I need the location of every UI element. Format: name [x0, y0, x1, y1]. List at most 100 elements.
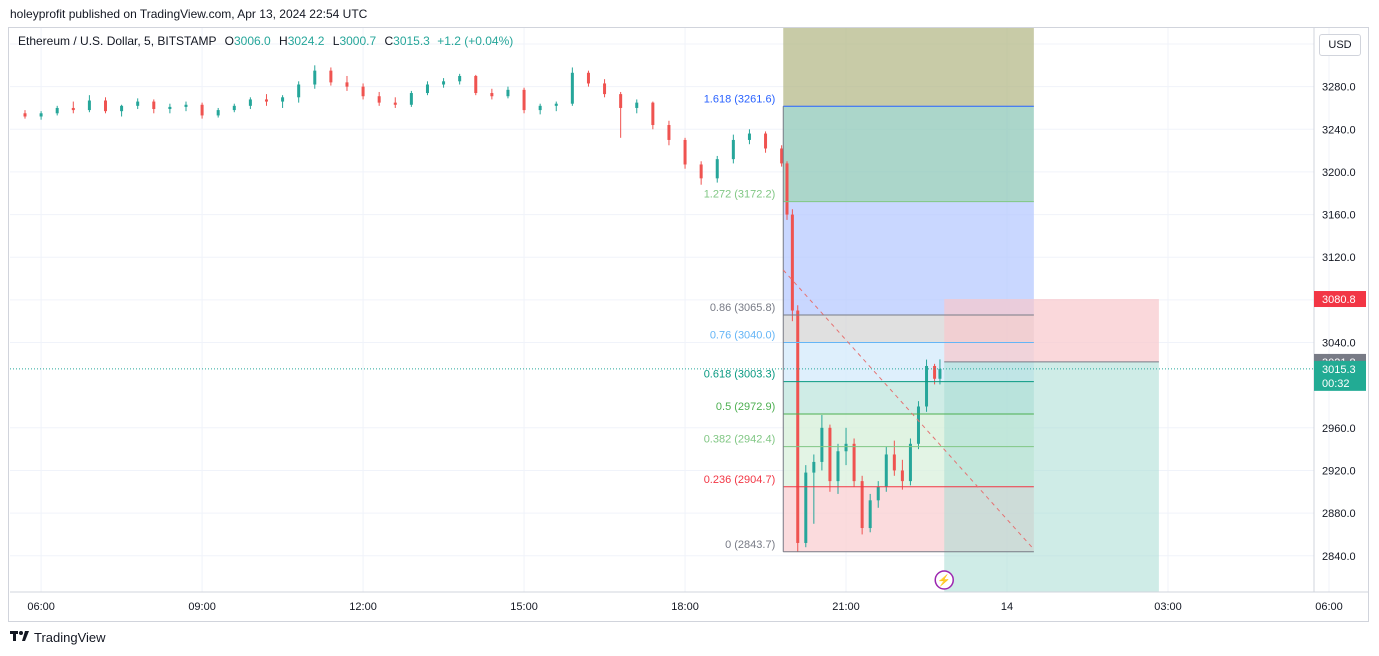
- candle-body: [780, 148, 784, 164]
- fib-level-label: 1.618 (3261.6): [704, 93, 776, 105]
- symbol-name: Ethereum / U.S. Dollar, 5, BITSTAMP: [18, 34, 217, 48]
- fib-zone: [783, 28, 1034, 107]
- candle-body: [474, 75, 478, 94]
- candle-body: [120, 105, 124, 112]
- candle-body: [103, 100, 107, 112]
- fib-level-label: 0 (2843.7): [725, 539, 775, 551]
- drawing-overlay: 1.618 (3261.6) 1.272 (3172.2) 0.86 (3065.8…: [10, 93, 1314, 590]
- price-label-bg: [1314, 291, 1366, 308]
- price-label: 3015.3: [1322, 364, 1356, 376]
- candle-body: [699, 164, 703, 179]
- candle-body: [603, 83, 607, 95]
- candle-body: [884, 454, 888, 487]
- x-tick-label: 15:00: [510, 601, 538, 613]
- time-axis: 06:00 09:00 12:00 15:00 18:00 21:00 14 03:00 06:…: [10, 591, 1368, 613]
- candle-body: [938, 368, 942, 379]
- lightning-glyph: ⚡: [937, 574, 951, 587]
- candle-body: [345, 82, 349, 87]
- drawing-zones: [783, 28, 1159, 592]
- close-label: C: [384, 34, 394, 48]
- y-tick-label: 2840.0: [1322, 551, 1356, 563]
- candle-body: [635, 102, 639, 108]
- fib-level-label: 0.236 (2904.7): [704, 474, 776, 486]
- x-tick-label: 09:00: [188, 601, 216, 613]
- candle-body: [764, 133, 768, 149]
- candle-body: [136, 101, 140, 106]
- candle-body: [892, 454, 896, 471]
- footer-brand[interactable]: TradingView: [10, 630, 106, 645]
- candle-body: [393, 102, 397, 105]
- candle-body: [442, 81, 446, 85]
- candle-body: [55, 107, 59, 114]
- chart-frame: [8, 27, 1369, 622]
- candle-body: [916, 406, 920, 444]
- candle-body: [667, 125, 671, 140]
- fib-trend-line: [782, 269, 1035, 550]
- candle-body: [731, 139, 735, 160]
- candle-body: [868, 500, 872, 529]
- fib-level-label: 0.5 (2972.9): [716, 401, 775, 413]
- candle-body: [619, 94, 623, 108]
- high-label: H: [279, 34, 288, 48]
- position-stop-zone: [944, 299, 1159, 362]
- candle-body: [820, 427, 824, 462]
- lightning-icon: [934, 570, 954, 590]
- candle-body: [900, 470, 904, 482]
- y-tick-label: 2880.0: [1322, 508, 1356, 520]
- candle-body: [297, 84, 301, 98]
- publish-caption: holeyprofit published on TradingView.com…: [10, 7, 368, 21]
- price-label-bg: [1314, 360, 1366, 391]
- close-value: 3015.3: [393, 34, 430, 48]
- candle-body: [506, 89, 510, 97]
- candle-body: [248, 99, 252, 106]
- x-tick-label: 03:00: [1154, 601, 1182, 613]
- candle-body: [377, 96, 381, 103]
- x-tick-label: 06:00: [27, 601, 55, 613]
- price-axis: 3320.03280.03240.03200.03160.03120.03080…: [1313, 28, 1366, 592]
- candle-body: [490, 93, 494, 97]
- candle-body: [812, 461, 816, 473]
- candle-body: [715, 159, 719, 179]
- fib-level-label: 0.76 (3040.0): [710, 330, 775, 342]
- x-tick-label: 14: [1001, 601, 1013, 613]
- candle-body: [747, 133, 751, 140]
- low-value: 3000.7: [339, 34, 377, 48]
- candle-body: [836, 451, 840, 482]
- candle-body: [87, 100, 91, 111]
- tradingview-logo-icon: [10, 630, 30, 645]
- candle-body: [876, 486, 880, 501]
- y-tick-label: 2960.0: [1322, 423, 1356, 435]
- candle-body: [785, 163, 789, 215]
- x-tick-label: 12:00: [349, 601, 377, 613]
- candle-body: [425, 84, 429, 94]
- fib-zone: [783, 106, 1034, 202]
- candle-body: [796, 310, 800, 543]
- candle-body: [458, 75, 462, 82]
- candle-body: [313, 70, 317, 85]
- fib-level-label: 1.272 (3172.2): [704, 189, 776, 201]
- fib-level-label: 0.382 (2942.4): [704, 434, 776, 446]
- candle-body: [39, 113, 43, 117]
- candle-body: [828, 427, 832, 482]
- y-tick-label: 2920.0: [1322, 465, 1356, 477]
- price-label: 3080.8: [1322, 294, 1356, 306]
- currency-button[interactable]: USD: [1319, 34, 1361, 56]
- x-tick-label: 21:00: [832, 601, 860, 613]
- candle-body: [925, 365, 929, 407]
- candle-body: [216, 110, 220, 116]
- y-tick-label: 3280.0: [1322, 82, 1356, 94]
- candle-body: [152, 101, 156, 110]
- candle-body: [281, 97, 285, 102]
- candle-body: [232, 105, 236, 111]
- y-tick-label: 3160.0: [1322, 210, 1356, 222]
- y-tick-label: 3120.0: [1322, 252, 1356, 264]
- candle-body: [329, 70, 333, 83]
- candle-body: [586, 72, 590, 84]
- candle-body: [168, 106, 172, 110]
- fib-level-label: 0.86 (3065.8): [710, 302, 775, 314]
- position-target-zone: [944, 361, 1159, 592]
- high-value: 3024.2: [287, 34, 325, 48]
- open-value: 3006.0: [233, 34, 271, 48]
- candle-body: [933, 365, 937, 379]
